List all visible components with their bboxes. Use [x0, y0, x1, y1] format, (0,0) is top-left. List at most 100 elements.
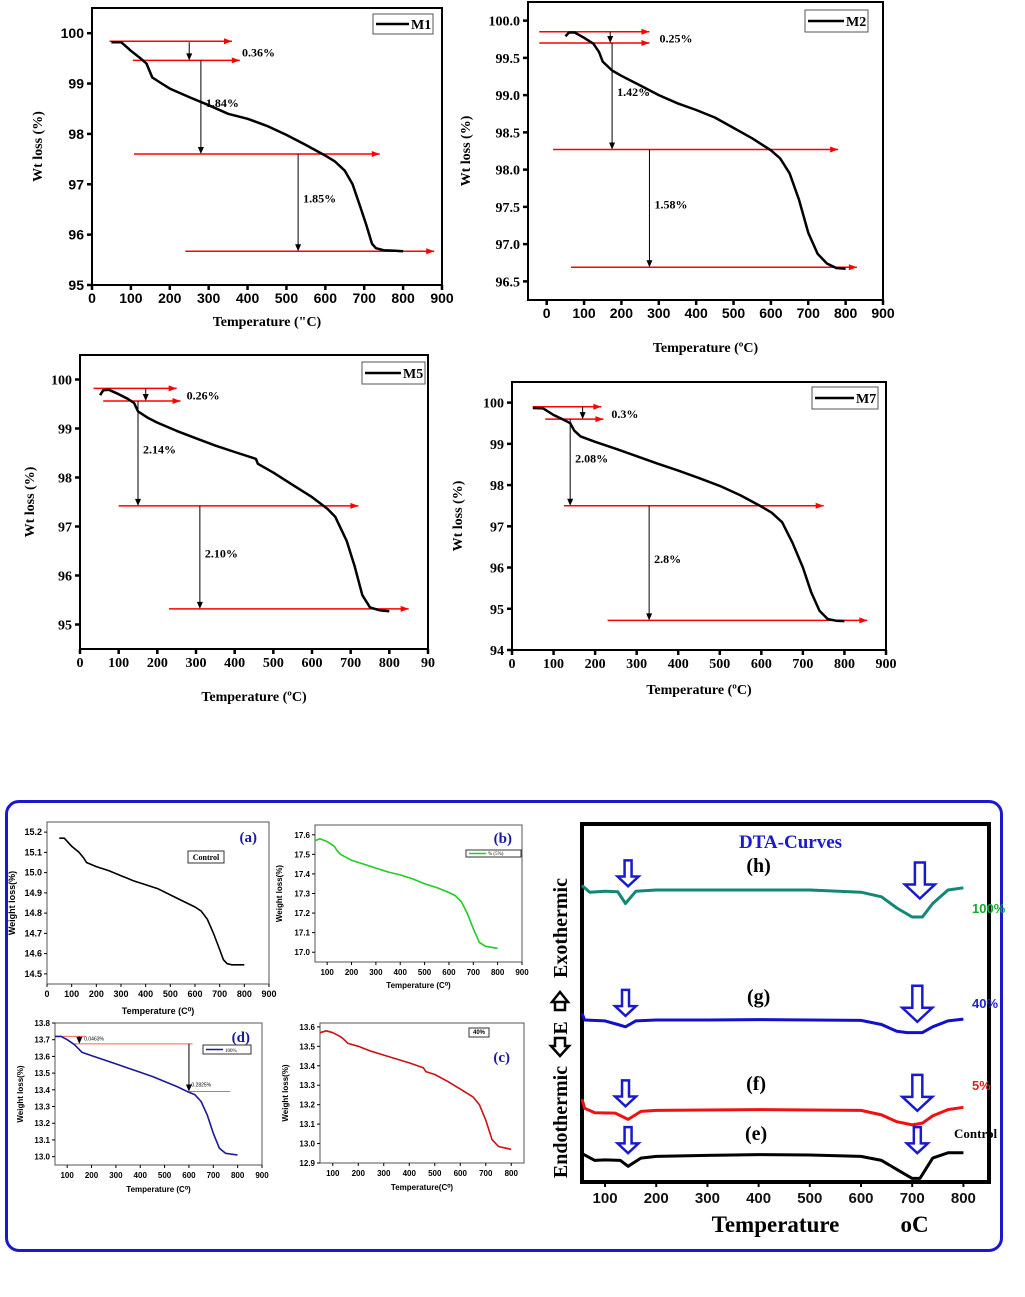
- y-tick-label: 95: [68, 277, 84, 293]
- legend-box: [465, 849, 522, 858]
- y-tick-label: 15.2: [24, 827, 42, 837]
- down-arrow-icon: [196, 601, 203, 609]
- legend-box: [468, 1027, 490, 1038]
- x-tick-label: 200: [85, 1171, 99, 1180]
- y-tick-label: 96: [58, 570, 72, 585]
- legend-label: M7: [856, 392, 876, 407]
- peak-arrow-icon: [901, 861, 939, 901]
- x-tick-label: 700: [467, 968, 481, 977]
- plot-area-frame: [91, 7, 443, 286]
- x-tick-label: 400: [138, 989, 153, 999]
- y-tick-label: 99.5: [496, 52, 521, 67]
- y-tick-label: 17.1: [294, 929, 310, 938]
- down-arrow-icon: [548, 1036, 572, 1058]
- x-tick-label: 800: [491, 968, 505, 977]
- down-arrow-icon: [295, 244, 302, 252]
- percent-loss-annotation: 0.26%: [187, 389, 220, 403]
- y-axis-label: Wt loss (%): [31, 111, 46, 182]
- y-tick-label: 17.2: [294, 909, 310, 918]
- arrowhead-icon: [815, 502, 824, 509]
- y-tick-label: 12.9: [299, 1159, 315, 1168]
- y-tick-label: 13.7: [34, 1036, 50, 1045]
- legend-label: 100%: [225, 1049, 237, 1054]
- up-arrow-icon: [549, 989, 571, 1012]
- x-tick-label: 500: [418, 968, 432, 977]
- x-tick-label: 700: [207, 1171, 221, 1180]
- x-tick-label: 500: [428, 1169, 442, 1178]
- x-tick-label: 700: [212, 989, 227, 999]
- dta-chart: DTA-Curves 100 200 300 400 500 600 700 800 Temper…: [548, 822, 1006, 1237]
- y-tick-label: 13.5: [34, 1069, 50, 1078]
- x-tick-label: 0: [509, 657, 516, 672]
- y-tick-label: 98.5: [496, 126, 521, 141]
- percent-loss-annotation: 1.85%: [303, 192, 336, 206]
- y-tick-label: 98: [58, 472, 72, 487]
- x-tick-label: 0: [543, 305, 551, 321]
- y-tick-label: 100: [483, 397, 504, 412]
- y-tick-label: 96: [490, 562, 504, 577]
- x-tick-label: 400: [684, 305, 708, 321]
- arrowhead-icon: [595, 416, 604, 423]
- x-tick-label: 0: [44, 989, 49, 999]
- x-axis-label: Temperature ("C): [213, 315, 322, 330]
- panel-letter: (h): [746, 855, 770, 877]
- y-tick-label: 97: [490, 520, 504, 535]
- x-tick-label: 500: [797, 1190, 822, 1207]
- y-tick-label: 15.1: [24, 847, 42, 857]
- tga-chart-b-5pct: 100 200 300 400 500 600 700 800 900 17.0 17.1 17.2 1…: [275, 824, 529, 990]
- down-arrow-icon: [609, 142, 616, 150]
- x-tick-label: 500: [163, 989, 178, 999]
- chart-title: DTA-Curves: [739, 832, 842, 853]
- x-tick-label: 900: [871, 305, 895, 321]
- x-tick-label: 600: [848, 1190, 873, 1207]
- plot-area-frame: [54, 1022, 263, 1166]
- y-tick-label: 97.0: [496, 238, 521, 253]
- x-axis-unit: oC: [901, 1212, 929, 1237]
- x-tick-label: 100: [108, 656, 129, 671]
- series-label: 5%: [972, 1078, 991, 1093]
- x-tick-label: 800: [834, 305, 858, 321]
- panel-letter: (f): [746, 1073, 766, 1095]
- x-tick-label: 300: [369, 968, 383, 977]
- legend-label: M1: [411, 18, 431, 33]
- series-line-m7: [532, 406, 845, 623]
- x-tick-label: 200: [352, 1169, 366, 1178]
- percent-loss-annotation: 0.36%: [242, 45, 275, 59]
- peak-arrow-icon: [611, 988, 640, 1018]
- panel-letter: (b): [494, 831, 512, 847]
- x-axis-label: Temperature (ºC): [201, 690, 307, 705]
- composite-figure-frame: [5, 800, 1003, 1252]
- series-line-m2: [564, 31, 846, 270]
- x-tick-label: 500: [158, 1171, 172, 1180]
- plot-area-frame: [319, 1022, 525, 1164]
- tga-chart-m2: 0 100 200 300 400 500 600 700 800 900 96.5 97.0 97.5…: [459, 1, 895, 356]
- x-tick-label: 600: [759, 305, 783, 321]
- dta-curve-40: [580, 1012, 964, 1035]
- x-tick-label: 200: [147, 656, 168, 671]
- plot-area-frame: [580, 822, 991, 1184]
- x-tick-label: 300: [695, 1190, 720, 1207]
- plot-area-frame: [511, 381, 887, 651]
- arrowhead-icon: [172, 398, 181, 405]
- x-tick-label: 600: [314, 290, 338, 306]
- x-tick-label: 400: [236, 290, 260, 306]
- plot-area-frame: [314, 824, 523, 963]
- panel-letter: (g): [747, 986, 770, 1008]
- y-tick-label: 98.0: [496, 164, 521, 179]
- y-tick-label: 99.0: [496, 89, 521, 104]
- peak-arrow-icon: [614, 859, 642, 889]
- x-tick-label: 600: [187, 989, 202, 999]
- percent-loss-annotation: 0.2825%: [191, 1082, 211, 1088]
- y-tick-label: 97.5: [496, 201, 521, 216]
- series-label: Control: [954, 1126, 997, 1141]
- down-arrow-icon: [646, 260, 653, 268]
- down-arrow-icon: [186, 53, 193, 61]
- x-tick-label: 200: [345, 968, 359, 977]
- x-tick-label: 100: [320, 968, 334, 977]
- percent-loss-annotation: 2.8%: [654, 552, 681, 566]
- plot-area-frame: [527, 1, 884, 301]
- y-tick-label: 15.0: [24, 868, 42, 878]
- y-axis-label: Weight loss(%): [16, 1065, 25, 1123]
- x-tick-label: 900: [261, 989, 276, 999]
- arrowhead-icon: [641, 28, 650, 35]
